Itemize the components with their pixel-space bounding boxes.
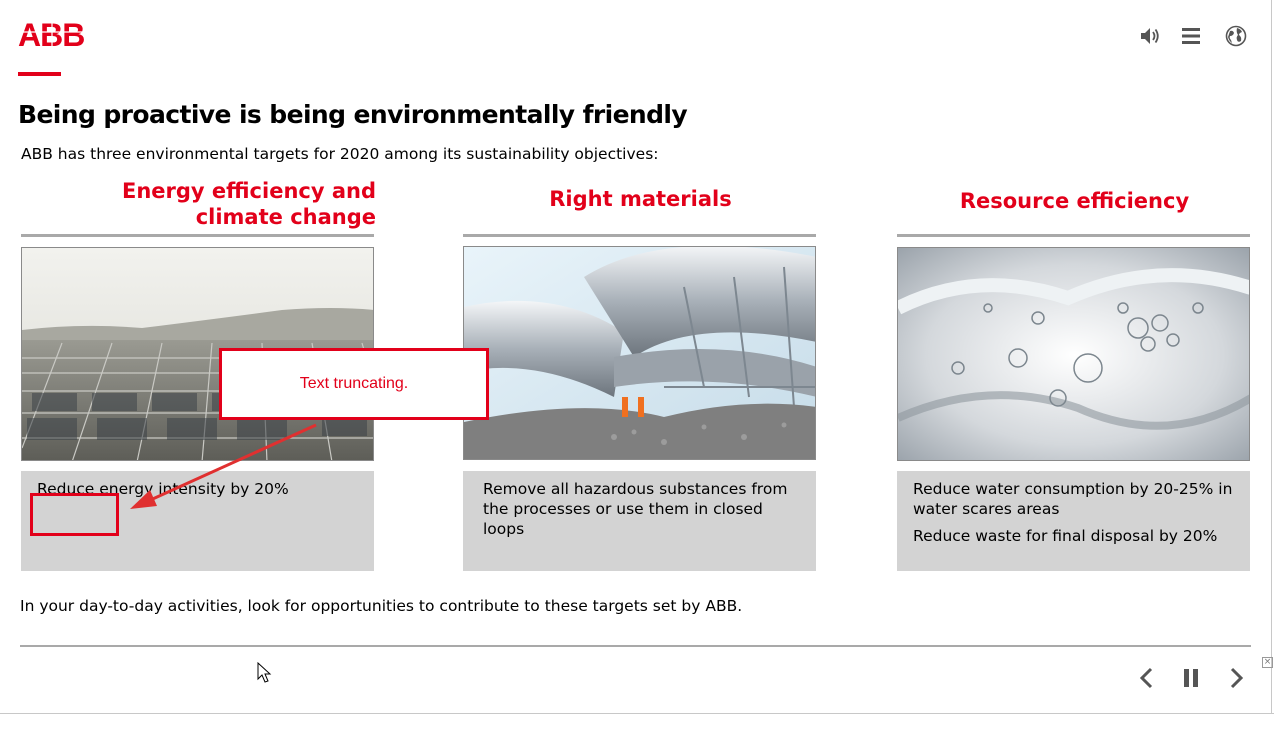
chevron-right-icon[interactable] (1220, 662, 1252, 694)
column-divider (21, 234, 374, 237)
solar-panels-image (21, 247, 374, 461)
column-heading-line: Energy efficiency and (121, 179, 376, 203)
column-heading-line: climate change (195, 205, 376, 229)
column-heading-materials: Right materials (549, 187, 732, 211)
menu-icon[interactable] (1177, 22, 1205, 50)
target-text: Remove all hazardous substances from the… (483, 480, 788, 538)
column-divider (897, 234, 1250, 237)
close-icon[interactable]: × (1262, 657, 1273, 668)
footer-divider (20, 645, 1251, 647)
annotation-callout: Text truncating. (219, 348, 489, 420)
target-text: Reduce water consumption by 20-25% in wa… (913, 480, 1233, 518)
window-edge (0, 713, 1274, 714)
logo-underline (18, 72, 61, 76)
page-title: Being proactive is being environmentally… (18, 100, 688, 129)
column-heading-energy: Energy efficiency and climate change (21, 178, 376, 230)
water-splash-image (897, 247, 1250, 461)
abb-logo: ABB (18, 17, 88, 53)
industrial-pipes-image (463, 246, 816, 460)
column-heading-resource: Resource efficiency (959, 189, 1190, 213)
mouse-cursor-icon (257, 662, 272, 683)
speaker-icon[interactable] (1136, 22, 1164, 50)
target-box-materials: Remove all hazardous substances from the… (463, 471, 816, 571)
intro-text: ABB has three environmental targets for … (21, 145, 659, 163)
chevron-left-icon[interactable] (1131, 662, 1163, 694)
target-box-resource: Reduce water consumption by 20-25% in wa… (897, 471, 1250, 571)
target-text: Reduce waste for final disposal by 20% (913, 527, 1218, 545)
globe-icon[interactable] (1222, 22, 1250, 50)
footer-text: In your day-to-day activities, look for … (20, 597, 743, 615)
annotation-highlight-box (30, 493, 119, 536)
pause-icon[interactable] (1175, 662, 1207, 694)
window-edge (1271, 0, 1272, 713)
column-divider (463, 234, 816, 237)
